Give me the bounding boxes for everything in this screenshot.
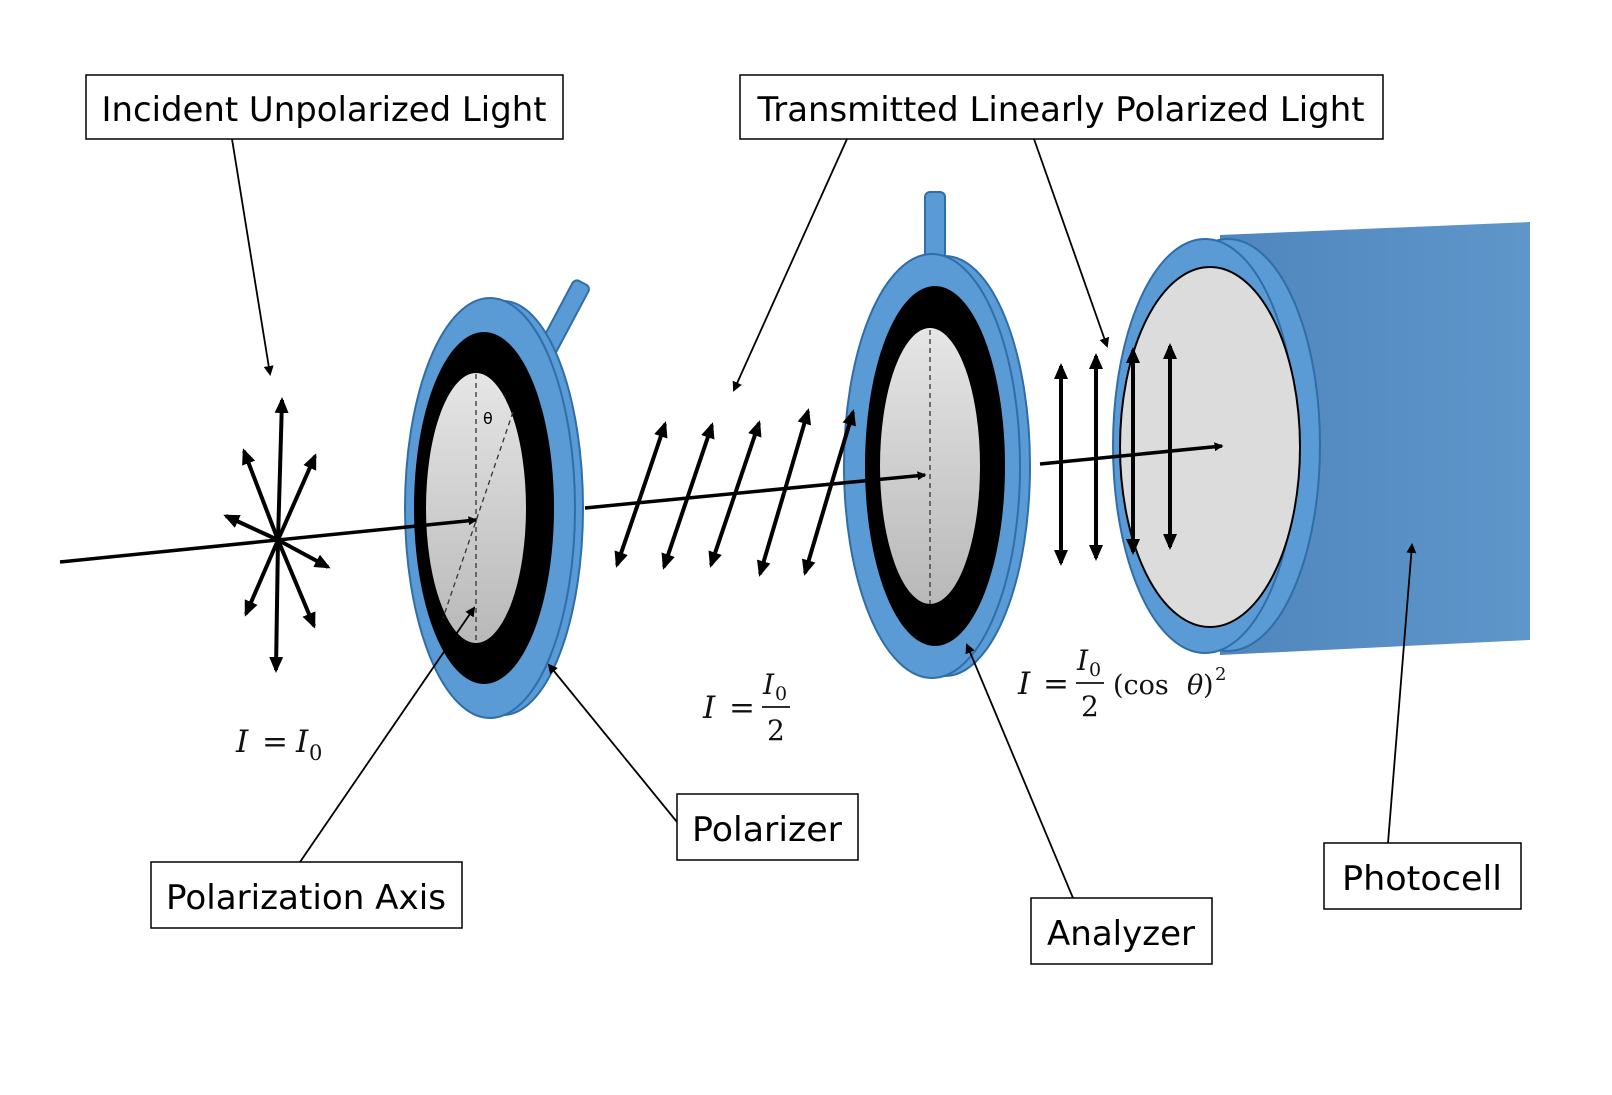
polarizer-disc: θ bbox=[404, 279, 590, 719]
leader-polarizer bbox=[547, 663, 678, 823]
label-transmitted-text: Transmitted Linearly Polarized Light bbox=[757, 90, 1365, 130]
eq3-open: (cos bbox=[1113, 670, 1169, 701]
analyzer-disc bbox=[843, 191, 1031, 679]
polarized-vector bbox=[661, 495, 690, 570]
photocell bbox=[1112, 222, 1530, 655]
vertical-polarized-vectors bbox=[1054, 343, 1177, 566]
eq3-den: 2 bbox=[1081, 690, 1099, 723]
eq3-equals: = bbox=[1043, 666, 1069, 702]
eq2-den: 2 bbox=[767, 714, 785, 747]
polarizer-lens bbox=[424, 371, 528, 645]
eq2-lhs: I bbox=[702, 690, 716, 726]
light-beam bbox=[59, 442, 1224, 564]
label-analyzer-text: Analyzer bbox=[1047, 914, 1195, 954]
leader-analyzer bbox=[965, 643, 1074, 899]
eq1-lhs: I bbox=[235, 724, 249, 760]
eq1-rhs: I bbox=[295, 724, 309, 760]
tilted-polarized-vectors bbox=[614, 408, 856, 577]
eq3-theta: θ bbox=[1187, 670, 1203, 701]
polarized-vector bbox=[733, 420, 762, 495]
field-vector bbox=[276, 539, 316, 629]
eq3-num: I bbox=[1076, 644, 1089, 677]
field-vector bbox=[242, 448, 280, 541]
eq3-num-sub: 0 bbox=[1089, 659, 1101, 681]
equation-half-intensity: I = I 0 2 bbox=[702, 668, 790, 747]
field-vector bbox=[223, 514, 279, 542]
field-vector bbox=[244, 539, 280, 617]
label-incident: Incident Unpolarized Light bbox=[85, 74, 564, 140]
label-transmitted: Transmitted Linearly Polarized Light bbox=[739, 74, 1384, 140]
field-vector bbox=[269, 539, 284, 673]
polarized-vector bbox=[639, 421, 668, 496]
leader-transmitted-left bbox=[732, 138, 848, 392]
equation-malus-law: I = I 0 2 (cos θ ) 2 bbox=[1017, 644, 1226, 723]
polarized-vector bbox=[614, 494, 643, 568]
beam-segment-middle bbox=[584, 471, 927, 510]
label-polarization-axis-text: Polarization Axis bbox=[166, 878, 446, 918]
eq1-rhs-sub: 0 bbox=[309, 741, 322, 765]
leader-photocell bbox=[1387, 543, 1417, 844]
eq3-close: ) bbox=[1203, 670, 1214, 701]
polarizer-tilted-axis bbox=[442, 411, 514, 619]
beam-segment-incident bbox=[59, 516, 478, 564]
leader-incident bbox=[231, 138, 274, 376]
label-photocell-text: Photocell bbox=[1342, 859, 1502, 899]
polarized-vector bbox=[756, 492, 786, 577]
eq3-lhs: I bbox=[1017, 666, 1031, 702]
label-polarizer-text: Polarizer bbox=[692, 810, 842, 850]
leader-polarization-axis bbox=[299, 606, 476, 863]
label-analyzer: Analyzer bbox=[1030, 897, 1213, 965]
polarized-vector bbox=[782, 408, 812, 494]
label-incident-text: Incident Unpolarized Light bbox=[102, 90, 547, 130]
label-polarization-axis: Polarization Axis bbox=[150, 861, 463, 929]
polarized-vector bbox=[708, 493, 737, 568]
field-vector bbox=[276, 453, 317, 541]
equation-incident-intensity: I = I 0 bbox=[235, 724, 322, 765]
callout-leaders bbox=[231, 138, 1417, 899]
polarized-vector bbox=[801, 491, 831, 576]
angle-theta-label: θ bbox=[483, 409, 493, 428]
label-photocell: Photocell bbox=[1323, 842, 1522, 910]
leader-transmitted-right bbox=[1033, 138, 1110, 348]
eq2-num: I bbox=[762, 668, 775, 701]
eq1-equals: = bbox=[262, 724, 288, 760]
eq2-num-sub: 0 bbox=[775, 683, 787, 705]
eq3-exponent: 2 bbox=[1215, 664, 1226, 685]
eq2-equals: = bbox=[729, 690, 755, 726]
unpolarized-field-vectors bbox=[223, 397, 331, 673]
field-vector bbox=[274, 397, 289, 541]
field-vector bbox=[277, 538, 331, 569]
polarized-vector bbox=[827, 409, 856, 493]
polarized-vector bbox=[686, 422, 715, 497]
label-polarizer: Polarizer bbox=[676, 793, 859, 861]
